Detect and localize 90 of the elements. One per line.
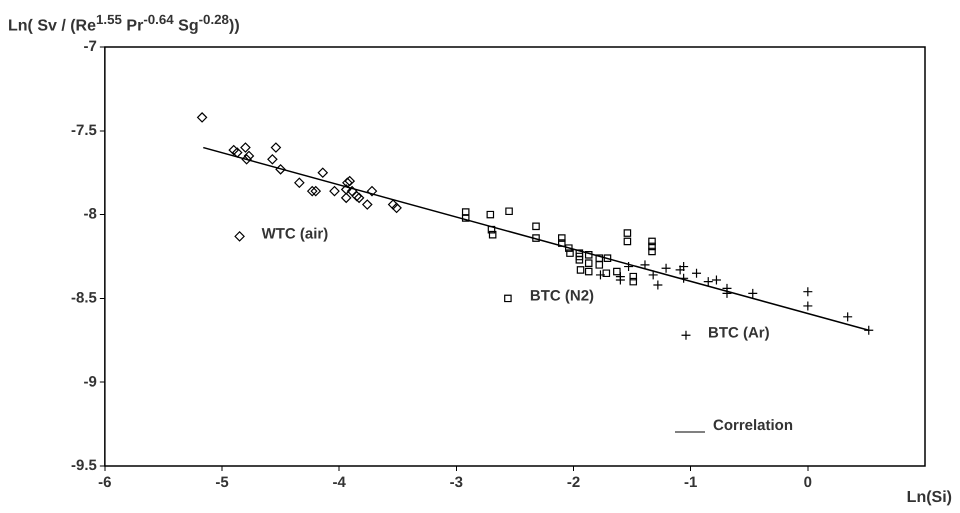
point bbox=[342, 178, 352, 188]
point bbox=[388, 199, 398, 210]
point bbox=[613, 268, 621, 276]
point bbox=[558, 239, 566, 247]
point bbox=[680, 330, 692, 340]
point bbox=[558, 234, 566, 242]
point bbox=[576, 252, 584, 260]
point bbox=[294, 178, 304, 188]
point bbox=[488, 226, 496, 234]
point bbox=[660, 263, 672, 274]
point bbox=[505, 207, 513, 216]
series-label: WTC (air) bbox=[262, 226, 328, 243]
y-tick-label: -8 bbox=[84, 206, 97, 223]
point bbox=[802, 286, 813, 297]
point bbox=[310, 186, 321, 196]
point bbox=[352, 191, 362, 202]
y-tick-label: -9 bbox=[84, 373, 97, 390]
point bbox=[232, 147, 242, 158]
point bbox=[802, 300, 813, 312]
point bbox=[228, 144, 239, 156]
point bbox=[234, 231, 245, 242]
x-tick-label: 0 bbox=[804, 474, 812, 492]
point bbox=[576, 256, 584, 264]
point bbox=[307, 186, 318, 196]
point bbox=[196, 112, 208, 122]
point bbox=[576, 266, 584, 274]
series-label: BTC (Ar) bbox=[708, 324, 770, 342]
point bbox=[341, 184, 352, 195]
point bbox=[270, 142, 282, 153]
point bbox=[354, 192, 364, 203]
point bbox=[532, 222, 540, 230]
point bbox=[842, 312, 853, 322]
y-axis-title: Ln( Sv / (Re$^{1.55}$ Pr$^{-0.64}$ Sg$^{-0.28}$)) bbox=[8, 12, 240, 36]
point bbox=[584, 259, 593, 267]
x-tick-label: -1 bbox=[684, 474, 698, 492]
point bbox=[486, 210, 494, 218]
point bbox=[329, 186, 340, 196]
point bbox=[366, 186, 378, 196]
point bbox=[711, 274, 722, 286]
point bbox=[346, 186, 358, 196]
point bbox=[240, 142, 251, 153]
point bbox=[629, 272, 638, 280]
y-tick-label: -7 bbox=[84, 38, 97, 56]
point bbox=[462, 208, 470, 216]
x-tick-label: -2 bbox=[566, 474, 580, 492]
point bbox=[242, 154, 252, 164]
x-tick-label: -5 bbox=[215, 474, 229, 492]
x-tick-label: -3 bbox=[450, 474, 464, 492]
x-tick-label: -4 bbox=[332, 474, 346, 492]
point bbox=[584, 268, 593, 276]
point bbox=[648, 242, 656, 250]
point bbox=[595, 270, 606, 280]
point bbox=[629, 278, 638, 286]
point bbox=[584, 251, 593, 259]
point bbox=[576, 249, 584, 257]
point bbox=[565, 244, 573, 252]
point bbox=[640, 260, 650, 270]
point bbox=[275, 164, 286, 174]
point bbox=[623, 261, 634, 272]
y-tick-label: -9.5 bbox=[70, 457, 97, 474]
point bbox=[244, 150, 254, 162]
point bbox=[341, 192, 352, 203]
y-tick-label: -7.5 bbox=[70, 122, 97, 139]
series-label: BTC (N2) bbox=[530, 288, 594, 305]
point bbox=[604, 254, 612, 262]
point bbox=[624, 238, 632, 246]
point bbox=[566, 249, 574, 257]
point bbox=[596, 254, 604, 262]
x-tick-label: -6 bbox=[98, 474, 112, 492]
point bbox=[344, 176, 355, 186]
point bbox=[504, 294, 512, 302]
point bbox=[602, 269, 610, 278]
y-tick-label: -8.5 bbox=[70, 290, 97, 307]
point bbox=[648, 238, 656, 246]
legend-label: Correlation bbox=[712, 417, 794, 434]
point bbox=[652, 280, 663, 290]
point bbox=[362, 199, 372, 210]
point bbox=[318, 168, 328, 178]
point bbox=[624, 229, 632, 237]
point bbox=[532, 234, 540, 242]
point bbox=[596, 261, 604, 269]
x-axis-title: Ln(Si) bbox=[906, 489, 952, 507]
point bbox=[488, 230, 496, 238]
point bbox=[615, 274, 626, 286]
point bbox=[748, 288, 758, 298]
point bbox=[691, 268, 702, 278]
point bbox=[648, 248, 656, 256]
point bbox=[391, 202, 402, 213]
point bbox=[267, 154, 278, 164]
point bbox=[462, 214, 470, 222]
